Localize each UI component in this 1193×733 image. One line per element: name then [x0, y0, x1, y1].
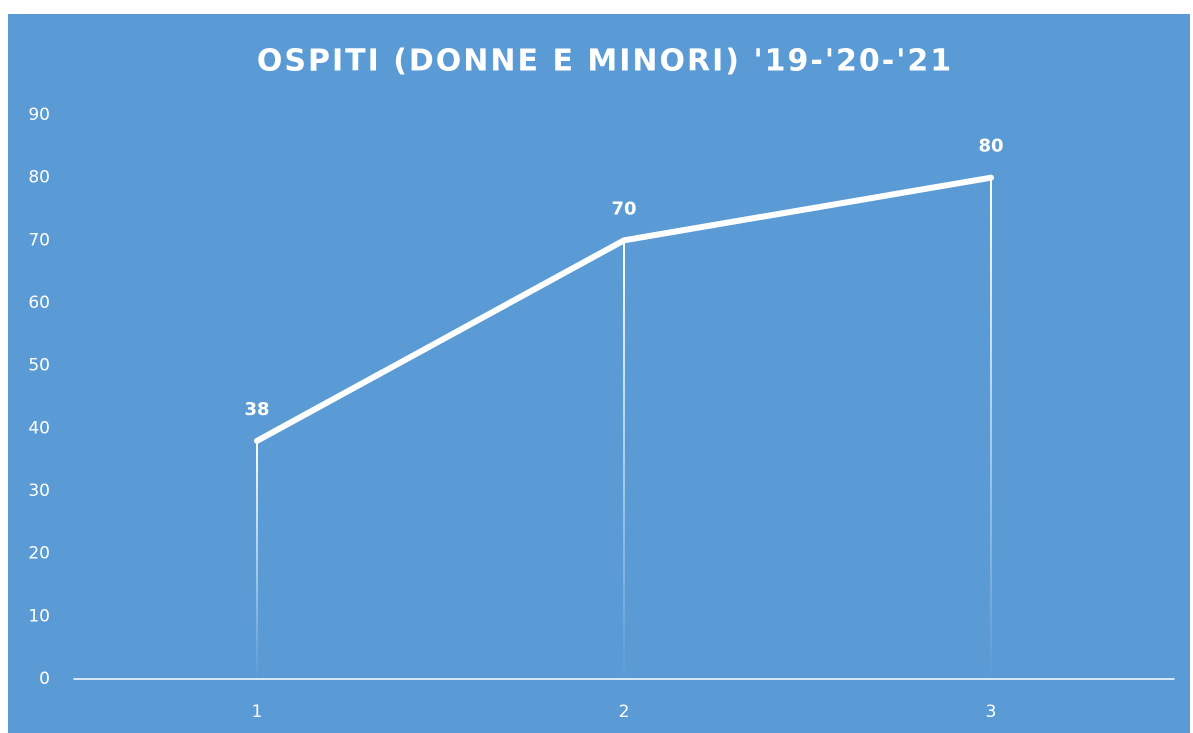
x-tick-label: 2 [619, 702, 630, 722]
y-tick-label: 50 [28, 356, 50, 376]
chart-title: OSPITI (DONNE E MINORI) '19-'20-'21 [257, 44, 953, 79]
line [254, 174, 994, 444]
chart-background [8, 14, 1190, 733]
drop-line [623, 240, 625, 680]
y-tick-label: 90 [28, 105, 50, 125]
data-label: 70 [611, 198, 636, 219]
y-tick-label: 10 [28, 606, 50, 626]
y-tick-label: 40 [28, 418, 50, 438]
data-label: 80 [978, 136, 1003, 157]
drop-line [256, 440, 258, 679]
y-tick-label: 70 [28, 230, 50, 250]
x-tick-label: 3 [986, 702, 997, 722]
data-label: 38 [244, 399, 269, 420]
drop-line [990, 177, 992, 679]
y-tick-label: 60 [28, 293, 50, 313]
y-tick-label: 20 [28, 544, 50, 564]
y-tick-label: 30 [28, 481, 50, 501]
x-tick-label: 1 [252, 702, 263, 722]
y-tick-label: 80 [28, 168, 50, 188]
y-tick-label: 0 [39, 669, 50, 689]
